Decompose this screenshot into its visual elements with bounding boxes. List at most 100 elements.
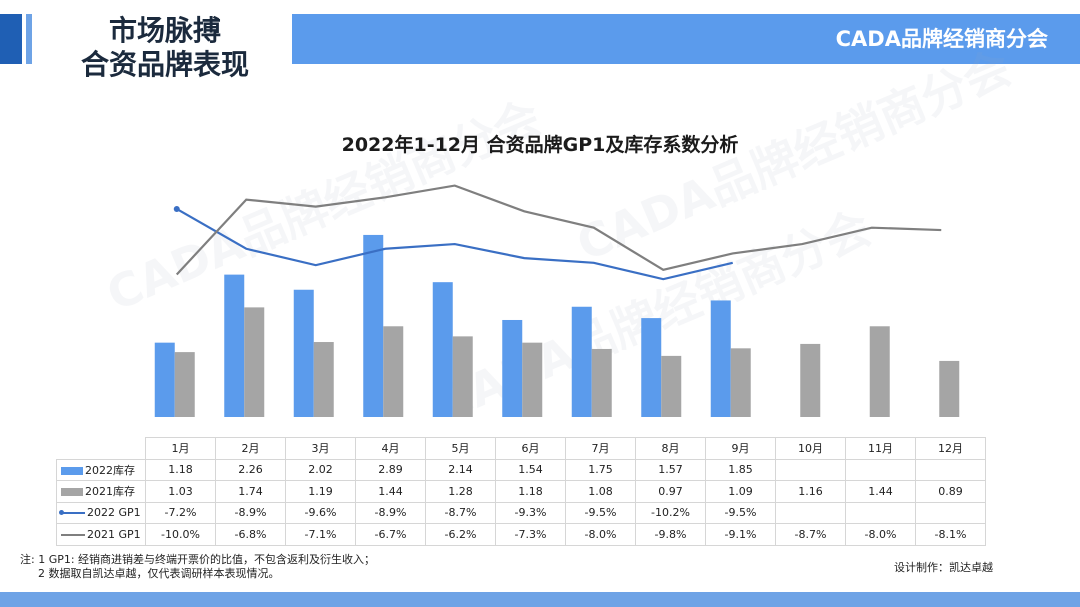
table-cell	[845, 458, 916, 481]
table-cell: 1.54	[495, 458, 566, 481]
legend-swatch	[59, 510, 85, 516]
table-cell: 1.18	[145, 458, 216, 481]
table-cell: 2.89	[355, 458, 426, 481]
bar-2021库存-12月	[939, 360, 960, 417]
bar-2022库存-3月	[293, 289, 314, 417]
table-col-header: 12月	[915, 437, 986, 460]
table-col-header: 8月	[635, 437, 706, 460]
table-col-header: 6月	[495, 437, 566, 460]
bar-2021库存-5月	[452, 336, 473, 417]
bar-2021库存-2月	[244, 307, 265, 417]
table-cell: 2.02	[285, 458, 356, 481]
table-col-header: 1月	[145, 437, 216, 460]
table-col-header: 11月	[845, 437, 916, 460]
left-accent-bar-light	[26, 14, 32, 64]
bar-2021库存-6月	[522, 342, 543, 417]
table-cell: -8.7%	[775, 523, 846, 546]
table-row-header: 2022库存	[56, 458, 146, 481]
bar-2021库存-9月	[730, 348, 751, 417]
table-cell	[915, 458, 986, 481]
bar-2022库存-9月	[710, 300, 731, 417]
table-cell: 1.08	[565, 480, 636, 503]
table-row: 2022库存 1.18 2.26 2.02 2.89 2.14 1.54 1.75 1.57 1.…	[56, 458, 986, 481]
table-cell: -6.7%	[355, 523, 426, 546]
page-title-line1: 市场脉搏	[108, 14, 221, 47]
data-table: 1月 2月 3月 4月 5月 6月 7月 8月 9月 10月 11月 12月 2022库存 1.18 2.2…	[56, 437, 986, 546]
page-title: 市场脉搏 合资品牌表现	[60, 14, 270, 82]
table-cell: 2.26	[215, 458, 286, 481]
table-col-header: 5月	[425, 437, 496, 460]
table-cell: -8.0%	[845, 523, 916, 546]
table-col-header: 2月	[215, 437, 286, 460]
table-cell: 1.74	[215, 480, 286, 503]
table-row-header: 2022 GP1	[56, 501, 146, 524]
table-corner	[56, 437, 146, 460]
bar-2021库存-10月	[800, 343, 821, 417]
table-cell: -9.3%	[495, 501, 566, 524]
table-cell: 1.03	[145, 480, 216, 503]
table-cell: -9.6%	[285, 501, 356, 524]
footer-bar	[0, 592, 1080, 607]
bar-2022库存-6月	[502, 319, 523, 417]
bar-2021库存-7月	[591, 348, 612, 417]
table-row: 2022 GP1 -7.2% -8.9% -9.6% -8.9% -8.7% -9.3% -9…	[56, 501, 986, 524]
table-cell: 0.89	[915, 480, 986, 503]
table-cell	[775, 458, 846, 481]
bar-2022库存-8月	[641, 318, 662, 417]
page-title-line2: 合资品牌表现	[80, 48, 249, 81]
table-cell: -8.9%	[215, 501, 286, 524]
line-2022 GP1	[176, 208, 734, 281]
table-cell: 1.16	[775, 480, 846, 503]
table-row-header: 2021库存	[56, 480, 146, 503]
table-cell: -8.0%	[565, 523, 636, 546]
legend-swatch	[61, 488, 83, 497]
table-cell	[845, 501, 916, 524]
table-header-row: 1月 2月 3月 4月 5月 6月 7月 8月 9月 10月 11月 12月	[56, 437, 986, 460]
table-cell: -9.8%	[635, 523, 706, 546]
bar-2022库存-2月	[224, 274, 245, 417]
table-cell: -8.9%	[355, 501, 426, 524]
bar-2021库存-8月	[661, 355, 682, 417]
credit-label: 设计制作：凯达卓越	[894, 561, 993, 574]
chart-title: 2022年1-12月 合资品牌GP1及库存系数分析	[341, 134, 739, 156]
table-cell: -9.1%	[705, 523, 776, 546]
table-row: 2021 GP1 -10.0% -6.8% -7.1% -6.7% -6.2% -7.3% -…	[56, 523, 986, 546]
table-cell: 1.75	[565, 458, 636, 481]
line-marker-2022 GP1	[173, 205, 180, 212]
table-cell: 0.97	[635, 480, 706, 503]
bar-2021库存-1月	[174, 352, 195, 417]
table-cell: -7.2%	[145, 501, 216, 524]
table-cell: -10.2%	[635, 501, 706, 524]
table-cell: -9.5%	[565, 501, 636, 524]
footnote: 注: 1 GP1: 经销商进销差与终端开票价的比值，不包含返利及衍生收入； 2 …	[20, 553, 375, 581]
table-cell	[915, 501, 986, 524]
bar-2022库存-5月	[432, 282, 453, 417]
table-cell: 1.44	[845, 480, 916, 503]
table-cell: 1.44	[355, 480, 426, 503]
table-cell: -6.2%	[425, 523, 496, 546]
footnote-line1: 注: 1 GP1: 经销商进销差与终端开票价的比值，不包含返利及衍生收入；	[20, 553, 376, 566]
table-cell: 1.19	[285, 480, 356, 503]
legend-label: 2021 GP1	[87, 527, 141, 541]
footnote-line2: 2 数据取自凯达卓越，仅代表调研样本表现情况。	[38, 567, 280, 580]
chart-plot	[154, 184, 960, 417]
table-cell: -7.1%	[285, 523, 356, 546]
line-2021 GP1	[175, 184, 942, 276]
table-cell: 1.85	[705, 458, 776, 481]
legend-label: 2021库存	[85, 485, 135, 499]
table-cell: -10.0%	[145, 523, 216, 546]
table-cell: 2.14	[425, 458, 496, 481]
table-cell: 1.57	[635, 458, 706, 481]
table-col-header: 10月	[775, 437, 846, 460]
legend-label: 2022 GP1	[87, 506, 141, 520]
table-col-header: 9月	[705, 437, 776, 460]
table-cell: -8.1%	[915, 523, 986, 546]
legend-swatch	[61, 466, 83, 475]
bar-2021库存-11月	[869, 326, 890, 417]
bar-2022库存-1月	[154, 342, 175, 417]
table-cell: -6.8%	[215, 523, 286, 546]
table-row: 2021库存 1.03 1.74 1.19 1.44 1.28 1.18 1.08 0.97 1.…	[56, 480, 986, 503]
legend-label: 2022库存	[85, 463, 135, 477]
table-col-header: 4月	[355, 437, 426, 460]
bar-2022库存-7月	[571, 306, 592, 417]
